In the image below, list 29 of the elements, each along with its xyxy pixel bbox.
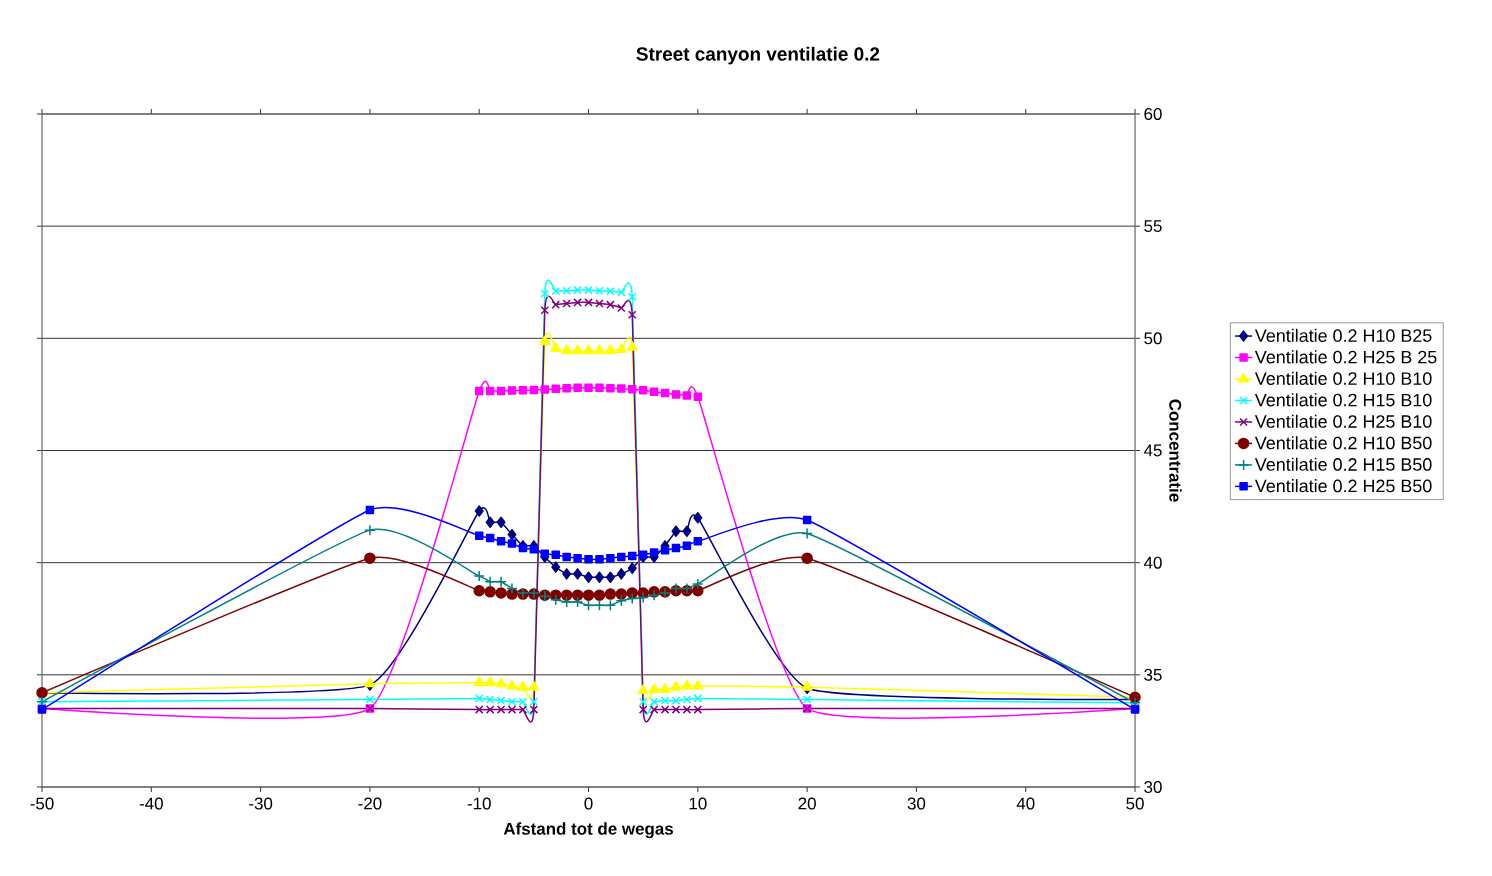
legend-label: Ventilatie 0.2 H25 B 25 [1254, 350, 1437, 364]
legend-label: Ventilatie 0.2 H10 B50 [1254, 436, 1432, 450]
y-tick-label: 55 [1144, 220, 1162, 233]
y-tick-label: 40 [1143, 556, 1162, 569]
legend-label: Ventilatie 0.2 H25 B10 [1254, 414, 1432, 428]
legend-label: Ventilatie 0.2 H10 B10 [1254, 371, 1432, 385]
legend-label: Ventilatie 0.2 H25 B50 [1254, 479, 1432, 493]
y-tick-label: 45 [1143, 444, 1162, 457]
x-tick-label: -30 [249, 797, 273, 810]
x-tick-label: 10 [689, 797, 707, 810]
x-tick-label: -20 [358, 797, 382, 810]
x-tick-label: -40 [139, 797, 163, 810]
x-tick-label: -10 [467, 797, 491, 810]
y-tick-label: 30 [1144, 781, 1162, 793]
x-tick-label: 40 [1016, 797, 1035, 810]
x-tick-label: 50 [1126, 797, 1144, 810]
x-tick-label: -50 [30, 797, 54, 810]
chart-title: Street canyon ventilatie 0.2 [636, 46, 880, 65]
x-tick-label: 0 [584, 797, 593, 810]
y-tick-label: 50 [1144, 332, 1162, 345]
legend-label: Ventilatie 0.2 H15 B50 [1254, 457, 1432, 471]
y-tick-label: 60 [1144, 107, 1162, 120]
x-axis-title: Afstand tot de wegas [503, 822, 673, 839]
x-tick-label: 30 [907, 797, 926, 810]
y-axis-title: Concentratie [1169, 399, 1182, 502]
x-tick-label: 20 [798, 797, 816, 810]
legend-label: Ventilatie 0.2 H15 B10 [1254, 393, 1432, 407]
legend-label: Ventilatie 0.2 H10 B25 [1254, 328, 1432, 342]
y-tick-label: 35 [1144, 668, 1162, 681]
